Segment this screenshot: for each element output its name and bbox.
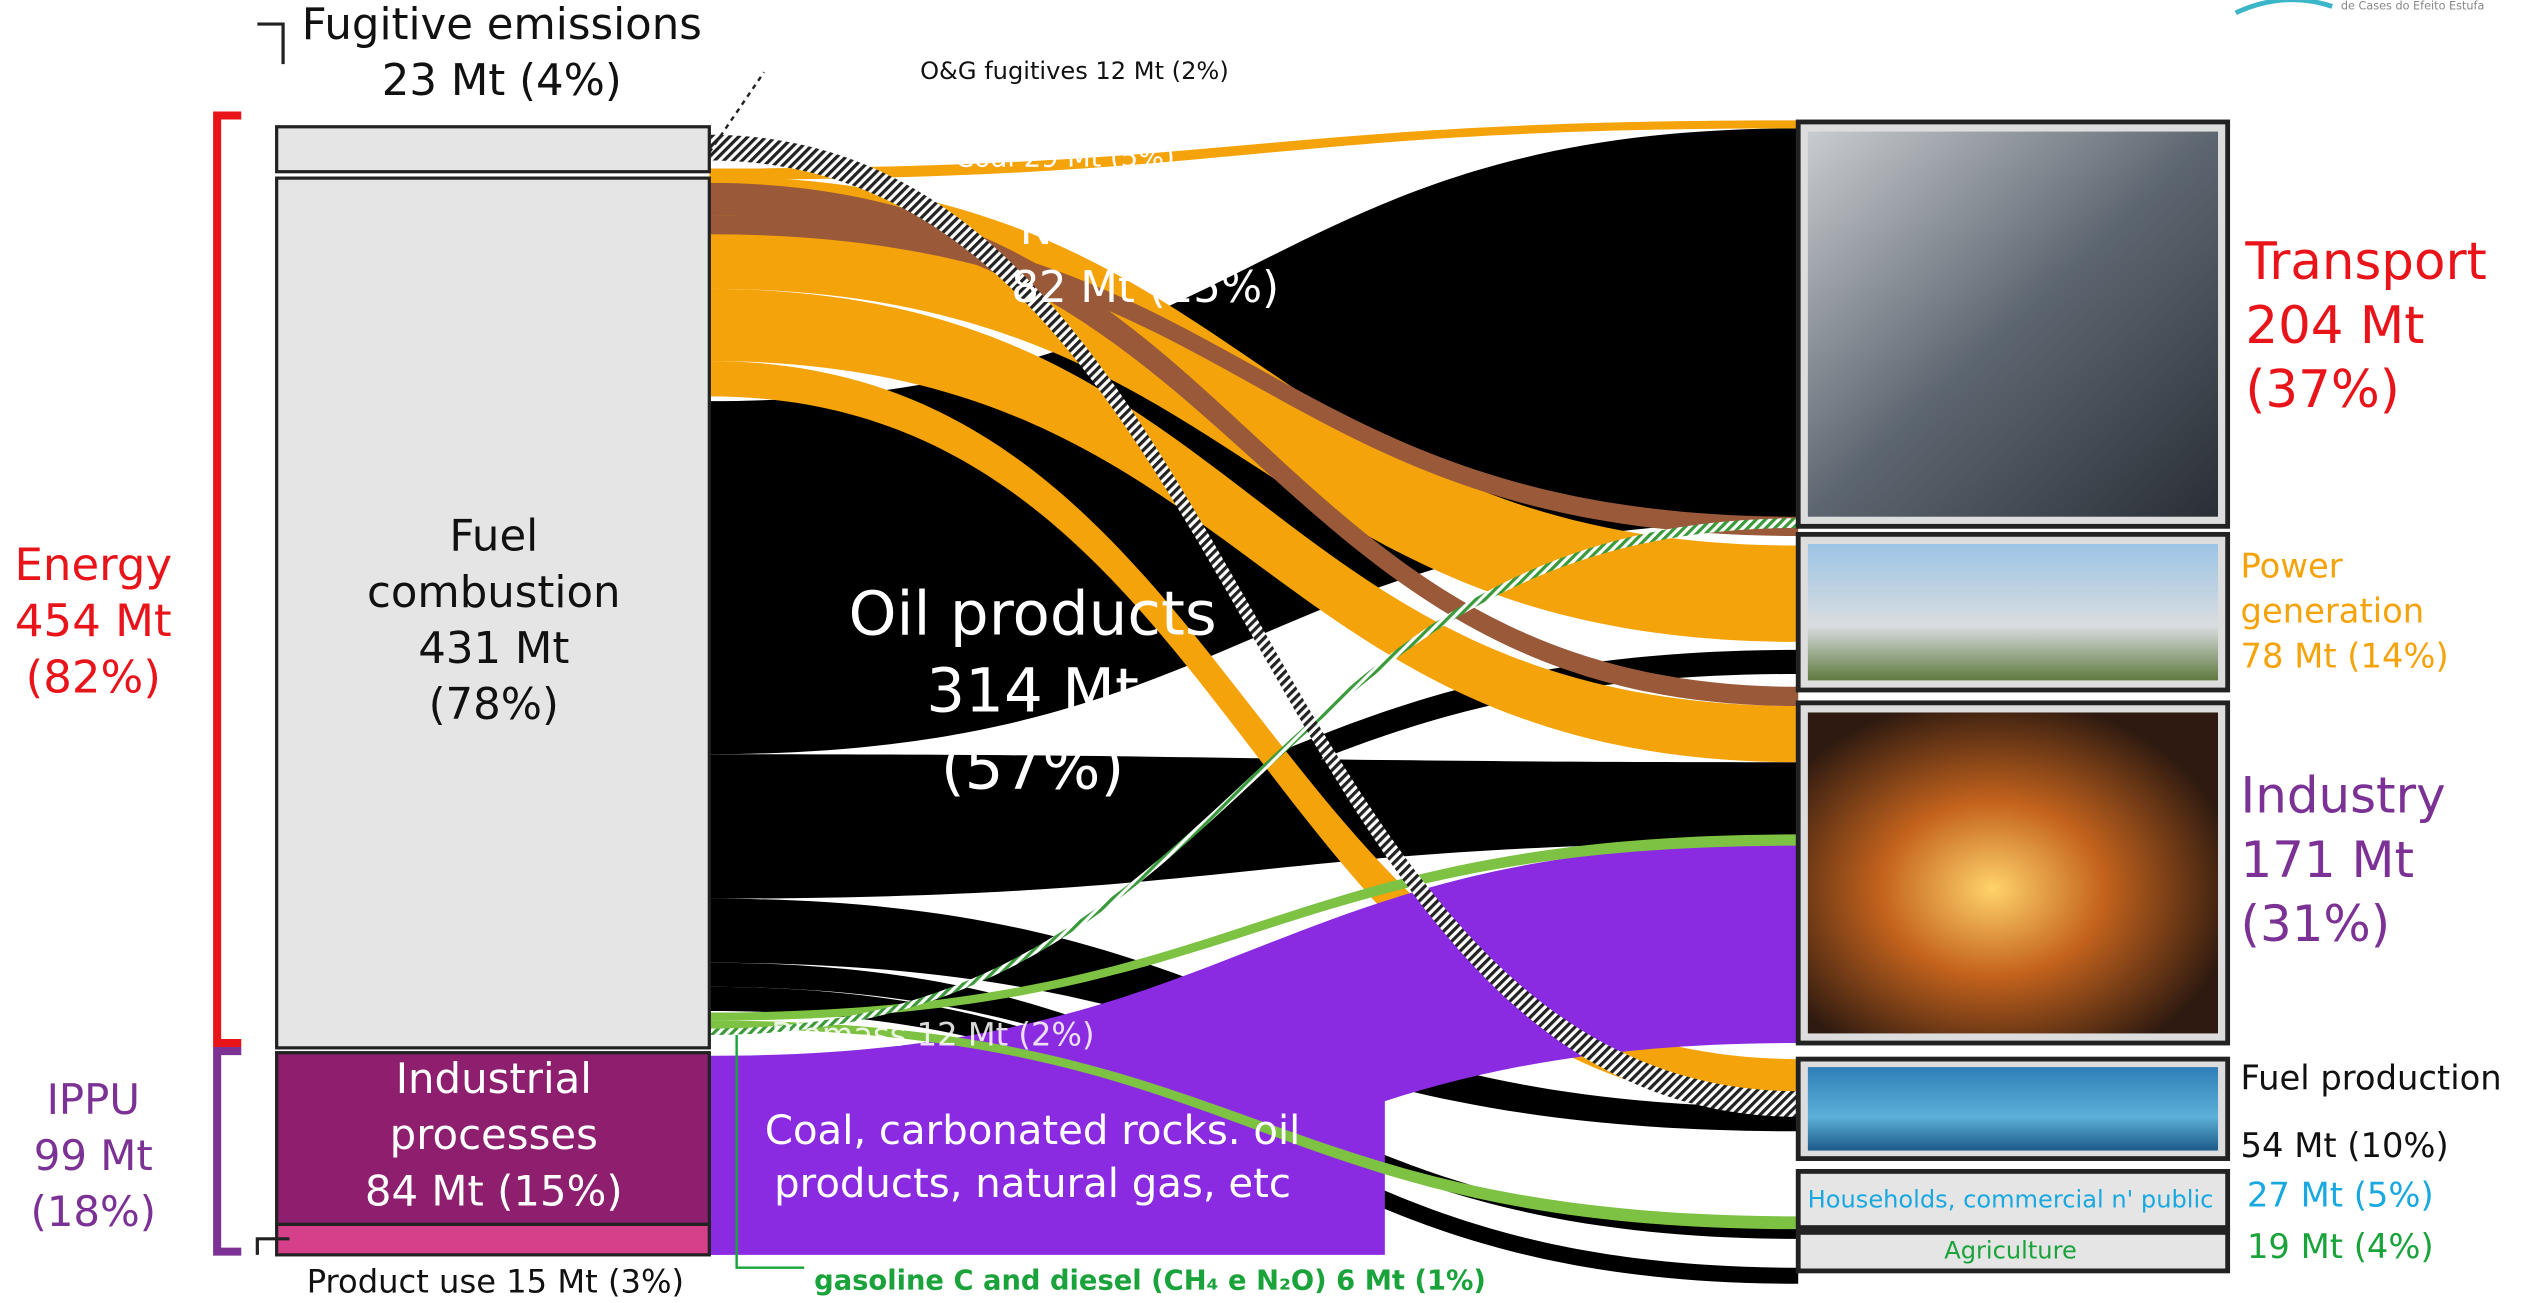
energy-label: (82%) (26, 650, 161, 703)
ippu-band (709, 1056, 1385, 1255)
power-photo (1808, 544, 2218, 680)
agriculture-label: Agriculture (1944, 1237, 2077, 1265)
sankey-diagram: de Cases do Efeito Estufa Energy454 Mt(82… (0, 0, 2522, 1303)
industry-label: (31%) (2241, 895, 2391, 953)
logo-arc (2236, 0, 2333, 13)
ippu-label: IPPU (47, 1075, 140, 1124)
product-use-box (277, 1224, 710, 1254)
oil-label: Oil products (848, 578, 1216, 649)
energy-label: Energy (14, 538, 172, 591)
power-label: generation (2241, 592, 2425, 631)
biomass-label: Biomass 12 Mt (2%) (771, 1016, 1094, 1054)
destinations (1798, 122, 2227, 1271)
callout-line (257, 24, 283, 64)
industry-label: 171 Mt (2241, 831, 2415, 889)
fugitive-box (277, 127, 710, 172)
logo-text-label: de Cases do Efeito Estufa (2341, 0, 2485, 12)
transport-label: (37%) (2245, 360, 2400, 420)
agriculture-label: 19 Mt (4%) (2247, 1227, 2434, 1266)
ippu-label: 99 Mt (34, 1131, 153, 1180)
power-label: Power (2241, 547, 2343, 586)
coal-label: Coal 29 Mt (5%) (955, 142, 1175, 173)
product-use-label: Product use 15 Mt (3%) (307, 1263, 684, 1301)
fuel-production-label: 54 Mt (10%) (2241, 1126, 2449, 1165)
industrial-processes-label: processes (390, 1110, 598, 1159)
ippu-sources-label: Coal, carbonated rocks. oil (765, 1108, 1300, 1154)
fuel-combustion-label: Fuel (449, 512, 538, 562)
oil-label: 314 Mt (926, 655, 1139, 726)
ippu-sources-label: products, natural gas, etc (774, 1161, 1291, 1207)
energy-label: 454 Mt (15, 594, 172, 647)
ippu-bracket (217, 1051, 241, 1252)
industrial-processes-label: Industrial (396, 1054, 592, 1103)
households-label: Households, commercial n' public (1808, 1185, 2214, 1213)
fugitive-label: 23 Mt (4%) (382, 56, 622, 106)
fuel-combustion-label: (78%) (429, 680, 559, 730)
transport-photo (1808, 132, 2218, 517)
energy-bracket (217, 116, 241, 1044)
gasoline-label: gasoline C and diesel (CH₄ e N₂O) 6 Mt (… (814, 1266, 1486, 1297)
natural-gas-label: Natural gas (1020, 205, 1271, 255)
fuel-combustion-label: 431 Mt (418, 624, 569, 674)
households-label: 27 Mt (5%) (2247, 1176, 2434, 1215)
transport-label: 204 Mt (2245, 296, 2424, 356)
fuel-combustion-label: combustion (367, 568, 621, 618)
fugitive-label: Fugitive emissions (302, 0, 702, 50)
fuel-production-label: Fuel production (2241, 1058, 2502, 1097)
ippu-label: (18%) (31, 1187, 157, 1236)
transport-label: Transport (2244, 232, 2486, 292)
industry-photo (1808, 712, 2218, 1033)
industry-label: Industry (2241, 767, 2446, 825)
og-fugitives-label: O&G fugitives 12 Mt (2%) (920, 57, 1229, 85)
power-label: 78 Mt (14%) (2241, 636, 2449, 675)
fuel-production-photo (1808, 1067, 2218, 1150)
oil-label: (57%) (941, 732, 1124, 803)
natural-gas-label: 82 Mt (15%) (1011, 263, 1279, 313)
industrial-processes-label: 84 Mt (15%) (365, 1166, 623, 1215)
